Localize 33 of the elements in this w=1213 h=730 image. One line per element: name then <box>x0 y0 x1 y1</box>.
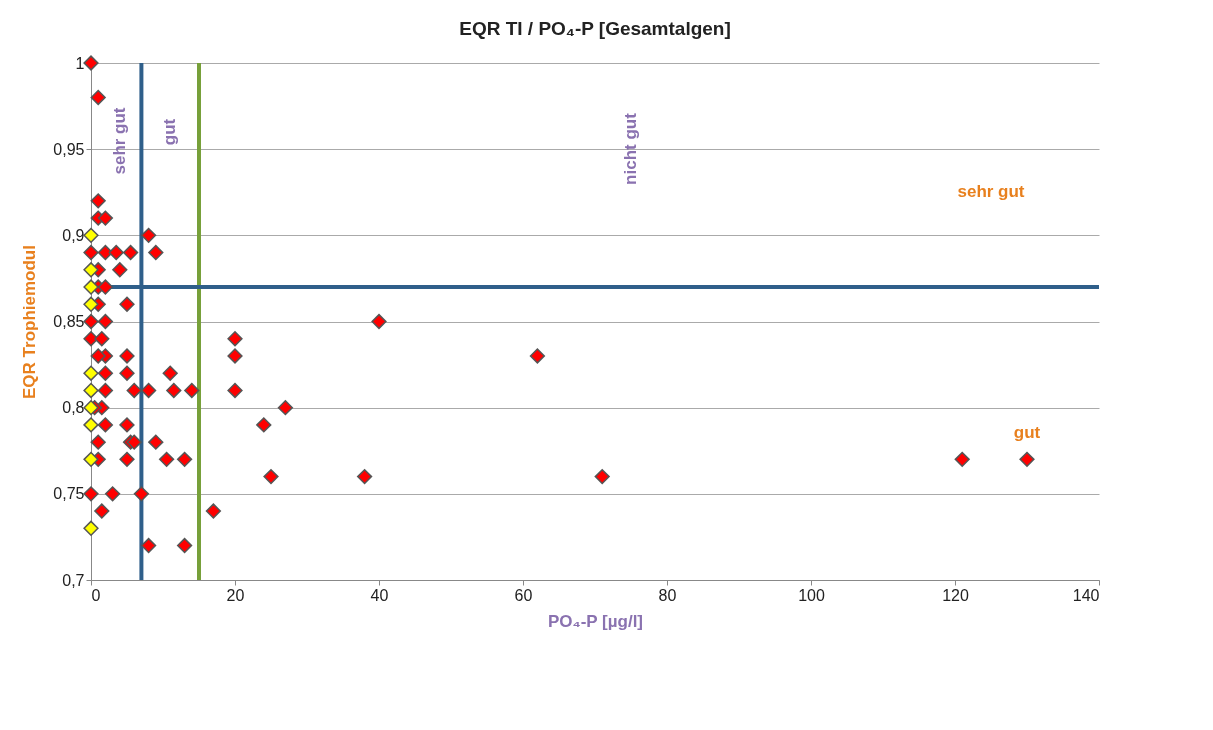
x-tick-label: 100 <box>798 586 825 604</box>
point <box>83 227 99 243</box>
y-tick-label: 1 <box>75 54 85 72</box>
x-tick-label: 0 <box>91 586 101 604</box>
x-axis-title: PO₄-P [µg/l] <box>547 611 644 631</box>
point <box>83 417 99 433</box>
x-tick-label: 120 <box>942 586 969 604</box>
point <box>83 365 99 381</box>
annotation: gut <box>1013 423 1041 442</box>
x-tick-label: 80 <box>658 586 677 604</box>
annotation: sehr gut <box>957 182 1025 201</box>
y-tick-label: 0,75 <box>53 485 85 503</box>
y-tick-label: 0,9 <box>62 226 85 244</box>
point <box>83 279 99 295</box>
y-tick-label: 0,7 <box>62 571 85 589</box>
x-tick-label: 40 <box>370 586 389 604</box>
point <box>83 296 99 312</box>
y-tick-label: 0,85 <box>53 313 85 330</box>
y-tick-label: 0,95 <box>53 140 85 158</box>
point <box>83 400 99 416</box>
x-tick-label: 60 <box>514 586 533 604</box>
annotation: gut <box>160 118 179 146</box>
x-tick-label: 140 <box>1072 586 1100 604</box>
y-tick-label: 0,8 <box>62 399 85 417</box>
point <box>83 520 99 536</box>
annotation: sehr gut <box>110 107 129 175</box>
y-axis-title: EQR Trophiemodul <box>20 245 40 399</box>
x-tick-label: 20 <box>226 586 245 604</box>
annotation: nicht gut <box>621 112 640 185</box>
point <box>83 451 99 468</box>
point <box>83 382 99 399</box>
point <box>83 262 99 278</box>
chart-title: EQR TI / PO₄-P [Gesamtalgen] <box>459 18 731 40</box>
